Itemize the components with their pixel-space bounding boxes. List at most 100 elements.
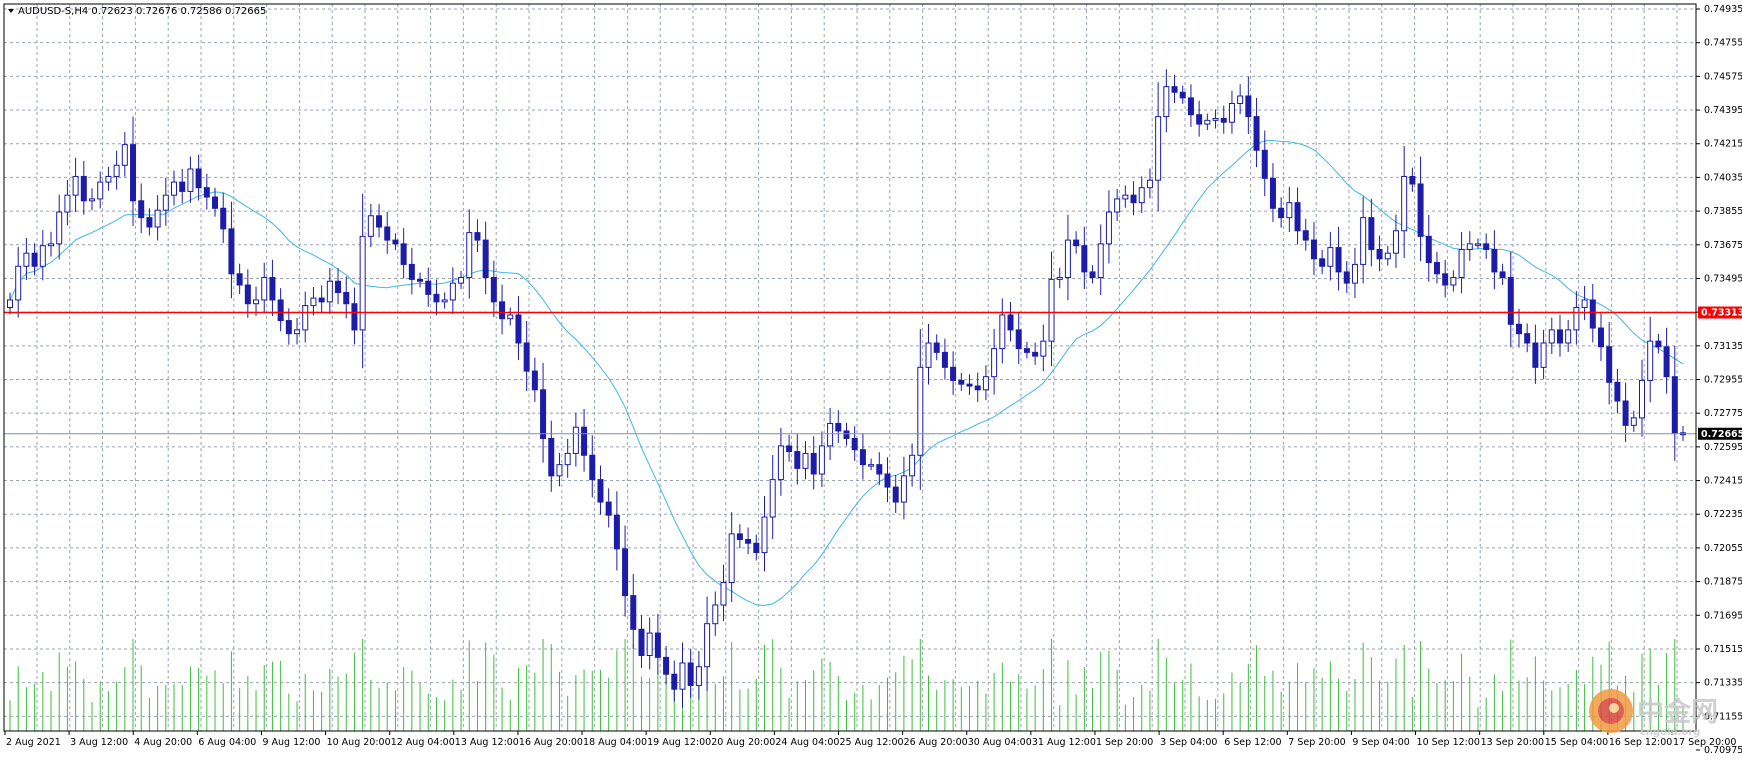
candle-bull [466, 232, 473, 279]
price-tick-label: 0.71335 [1704, 678, 1742, 689]
candle-bull [1474, 243, 1481, 246]
candle-bear [671, 673, 678, 690]
candle-bear [130, 144, 137, 202]
candle-bull [1114, 198, 1121, 213]
candle-bull [458, 277, 465, 284]
candle-bull [1048, 278, 1055, 342]
candle-bull [1040, 340, 1047, 357]
price-tick-label: 0.74935 [1704, 4, 1742, 15]
candle-bull [572, 426, 579, 454]
price-tick-label: 0.72955 [1704, 375, 1742, 386]
candle-bull [56, 211, 63, 245]
candle-bear [433, 293, 440, 303]
candle-bear [540, 389, 547, 439]
candle-bull [89, 198, 96, 202]
candle-bear [1023, 348, 1030, 353]
candle-bull [1056, 277, 1063, 280]
price-tick-label: 0.70975 [1704, 745, 1742, 756]
date-tick-label: 16 Aug 20:00 [519, 737, 583, 748]
candle-bear [220, 207, 227, 230]
candle-bear [687, 662, 694, 686]
candle-bull [1573, 306, 1580, 331]
date-tick-label: 13 Aug 12:00 [455, 737, 519, 748]
date-tick-label: 16 Sep 12:00 [1609, 737, 1672, 748]
candle-bear [933, 342, 940, 353]
date-tick-label: 30 Aug 04:00 [968, 737, 1032, 748]
candle-bear [80, 175, 87, 202]
candle-bull [925, 342, 932, 368]
price-tick-label: 0.71155 [1704, 711, 1742, 722]
price-tick-label: 0.73675 [1704, 240, 1742, 251]
candle-bull [802, 452, 809, 469]
price-tick-label: 0.71515 [1704, 644, 1742, 655]
candle-bear [892, 486, 899, 503]
candle-bull [367, 215, 374, 237]
candle-bull [441, 299, 448, 303]
candle-bull [97, 181, 104, 200]
moving-average-line [9, 139, 1684, 607]
date-tick-label: 1 Sep 20:00 [1096, 737, 1153, 748]
candle-bull [695, 666, 702, 686]
candle-bear [515, 314, 522, 344]
date-tick-label: 2 Aug 2021 [6, 737, 61, 748]
triangle-down-icon[interactable] [8, 9, 14, 13]
candle-bull [982, 376, 989, 391]
candle-bear [179, 181, 186, 192]
time-axis[interactable]: 2 Aug 2021 3 Aug 12:00 4 Aug 20:00 6 Aug 04… [4, 731, 1736, 748]
candle-bear [1597, 327, 1604, 348]
candle-bear [941, 351, 948, 368]
price-tick-label: 0.72235 [1704, 509, 1742, 520]
watermark-site: cngold.org [1640, 727, 1700, 738]
candle-bear [236, 273, 243, 286]
candle-bear [31, 252, 38, 267]
candle-bear [146, 217, 153, 228]
candle-bull [23, 252, 30, 267]
candle-bear [835, 422, 842, 432]
candle-bull [1565, 329, 1572, 344]
date-tick-label: 26 Aug 20:00 [904, 737, 968, 748]
candle-bear [1491, 248, 1498, 273]
candle-bull [302, 305, 309, 331]
date-tick-label: 31 Aug 12:00 [1032, 737, 1096, 748]
candle-bull [909, 454, 916, 477]
candle-bull [1327, 247, 1334, 267]
candle-bull [121, 144, 128, 166]
candle-bull [1163, 86, 1170, 118]
price-axis[interactable]: 0.74935 0.74755 0.74575 0.74395 0.74215 0.740… [1696, 4, 1742, 756]
candle-bear [753, 542, 760, 554]
candle-bull [1138, 187, 1145, 204]
price-tick-label: 0.74215 [1704, 139, 1742, 150]
candle-bear [622, 548, 629, 597]
candle-bull [1392, 230, 1399, 254]
candle-bear [1089, 271, 1096, 279]
candle-bear [794, 451, 801, 469]
candle-bear [1269, 177, 1276, 209]
candle-bull [326, 280, 333, 303]
candle-bear [343, 291, 350, 305]
candle-bull [7, 299, 13, 308]
candle-bear [523, 342, 530, 372]
candle-bear [212, 196, 219, 209]
date-tick-label: 24 Aug 04:00 [775, 737, 839, 748]
candle-bear [1220, 117, 1227, 123]
chart-grid [4, 4, 1696, 731]
candle-bear [384, 226, 391, 241]
candle-bear [966, 383, 973, 387]
candle-bull [991, 348, 998, 378]
date-tick-label: 3 Sep 04:00 [1160, 737, 1217, 748]
candle-bull [728, 533, 735, 584]
date-tick-label: 20 Aug 20:00 [711, 737, 775, 748]
candle-bull [1237, 95, 1244, 104]
candle-bear [786, 445, 793, 453]
current-price-label: 0.72665 [1701, 429, 1742, 440]
price-tick-label: 0.71875 [1704, 577, 1742, 588]
candle-bear [195, 168, 202, 189]
candle-bull [294, 329, 301, 335]
candle-bear [392, 239, 399, 245]
candle-bear [1425, 235, 1432, 264]
candle-bear [203, 187, 210, 198]
candle-bear [605, 501, 612, 516]
candle-bear [1589, 299, 1596, 329]
candle-bear [408, 263, 415, 280]
